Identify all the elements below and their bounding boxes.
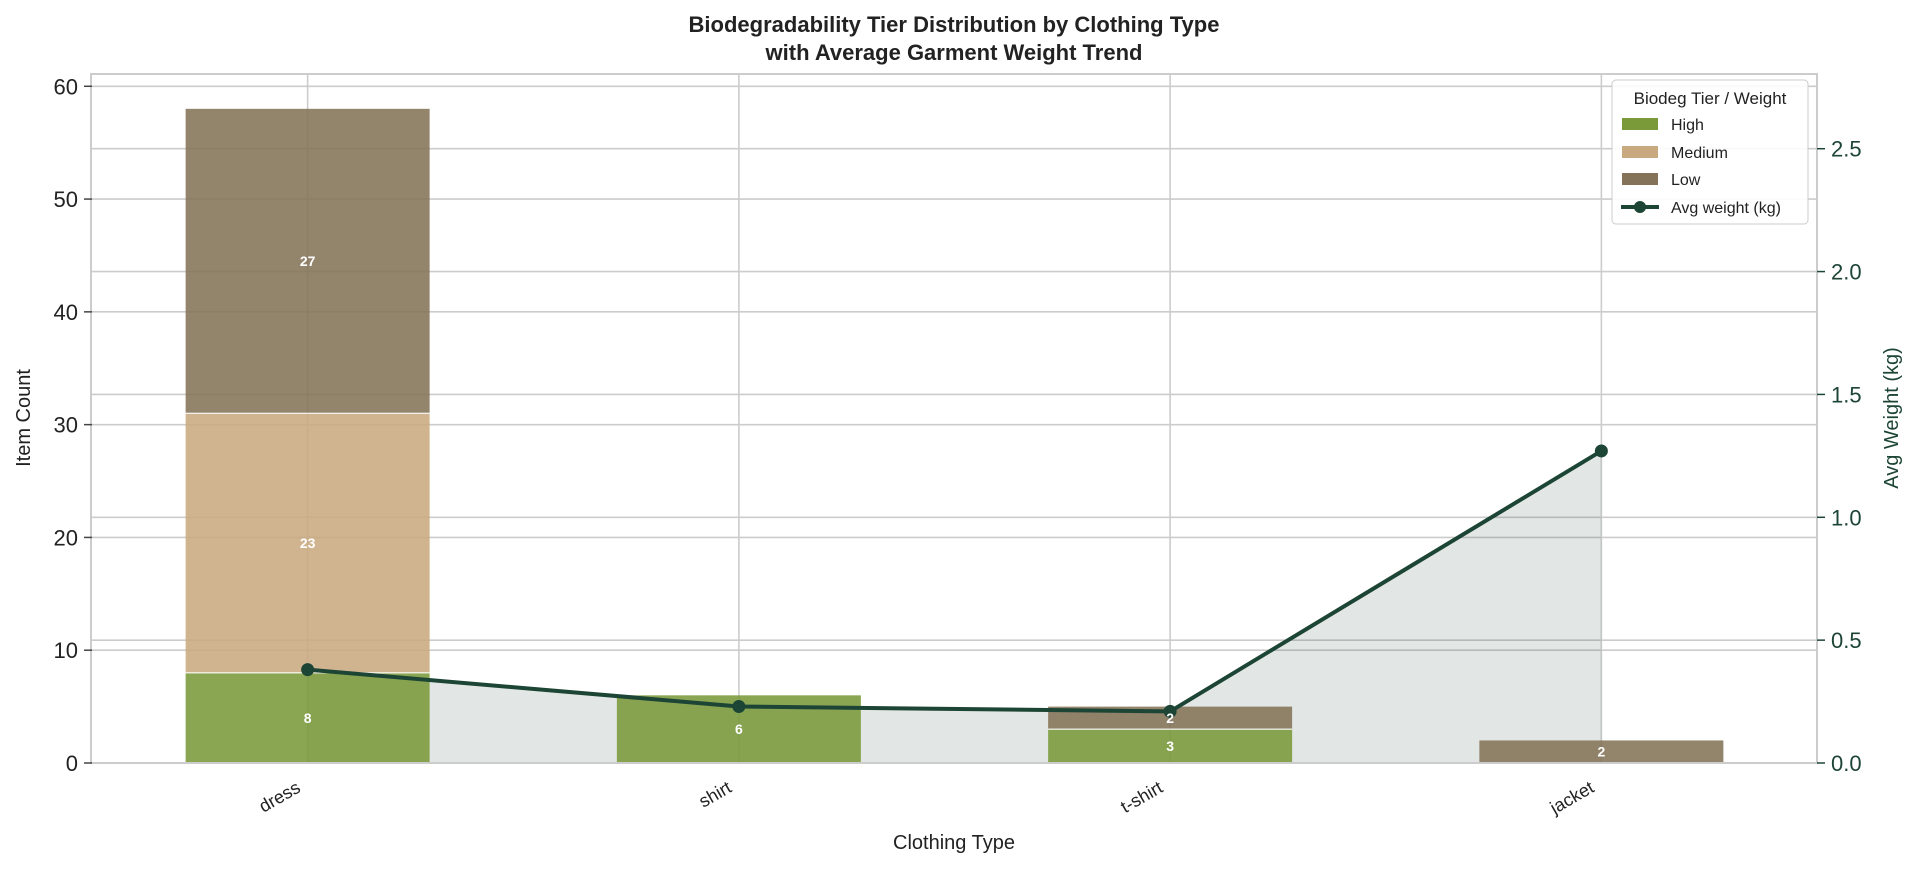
legend-swatch-medium (1622, 146, 1658, 158)
bar-value-label: 3 (1166, 738, 1174, 754)
legend-box (1611, 79, 1809, 225)
legend-label-high: High (1671, 117, 1704, 134)
y-tick-label: 50 (54, 187, 78, 212)
legend-label-medium: Medium (1671, 145, 1728, 162)
chart-subtitle: with Average Garment Weight Trend (765, 40, 1143, 65)
chart-title: Biodegradability Tier Distribution by Cl… (689, 12, 1220, 37)
y2-tick-label: 0.5 (1831, 628, 1862, 653)
y-tick-label: 10 (54, 638, 78, 663)
y2-tick-label: 2.0 (1831, 260, 1862, 285)
avg-weight-point-jacket (1594, 444, 1608, 458)
legend-label-avg-weight: Avg weight (kg) (1671, 200, 1781, 217)
legend-label-low: Low (1671, 172, 1701, 189)
area-layer (307, 450, 1602, 763)
bar-value-label: 2 (1166, 710, 1174, 726)
bar-low-dress (185, 108, 430, 414)
legend-marker-avg-weight (1634, 201, 1646, 213)
avg-weight-line (305, 448, 1604, 714)
y2-tick-label: 1.0 (1831, 505, 1862, 530)
avg-weight-area (307, 450, 1602, 763)
y-tick-label: 30 (54, 413, 78, 438)
y2-tick-label: 0.0 (1831, 751, 1862, 776)
bar-value-label: 27 (300, 253, 316, 269)
y-tick-label: 40 (54, 300, 78, 325)
legend-title: Biodeg Tier / Weight (1634, 89, 1787, 108)
y2-tick-label: 1.5 (1831, 382, 1862, 407)
avg-weight-point-t-shirt (1163, 704, 1177, 718)
bar-medium-dress (185, 413, 430, 673)
right-axis: 0.0 0.5 1.0 1.5 2.0 2.5 (1817, 137, 1862, 776)
plot-frame (90, 73, 1818, 764)
x-axis-label: Clothing Type (893, 832, 1015, 854)
left-axis: 0 10 20 30 40 50 60 (54, 74, 92, 776)
legend-swatch-low (1622, 173, 1658, 185)
y2-tick-label: 2.5 (1831, 137, 1862, 162)
legend-swatch-high (1622, 118, 1658, 130)
avg-weight-point-shirt (732, 699, 746, 713)
y-tick-label: 60 (54, 74, 78, 99)
bar-label-layer: 8 23 27 6 3 2 2 (300, 253, 1606, 760)
y-tick-label: 0 (66, 751, 78, 776)
bar-value-label: 6 (735, 721, 743, 737)
bar-value-label: 8 (304, 710, 312, 726)
bar-value-label: 23 (300, 535, 316, 551)
line-layer (301, 444, 1608, 718)
y-tick-label: 20 (54, 525, 78, 550)
y2-axis-label: Avg Weight (kg) (1881, 347, 1903, 489)
bar-high-dress (185, 672, 430, 763)
bar-low-jacket (1479, 740, 1724, 763)
legend: Biodeg Tier / Weight High Medium Low Avg… (1611, 79, 1809, 225)
bar-value-label: 2 (1597, 744, 1605, 760)
avg-weight-point-dress (301, 663, 315, 677)
y-axis-label: Item Count (13, 369, 35, 467)
bar-high-t-shirt (1048, 729, 1293, 763)
